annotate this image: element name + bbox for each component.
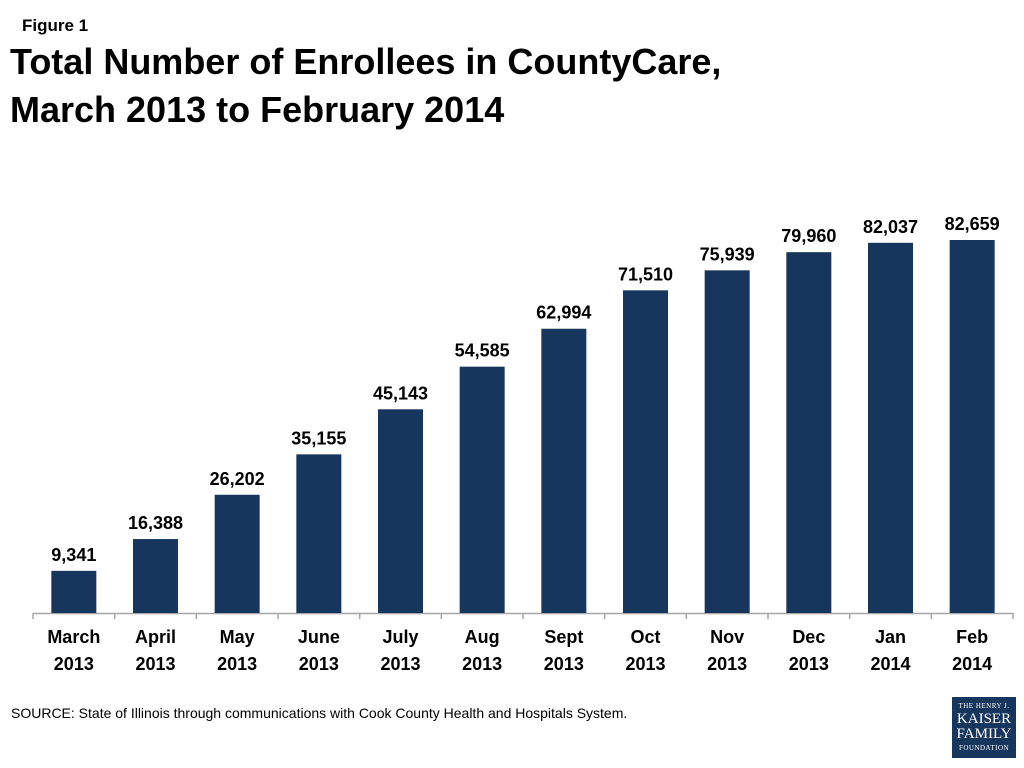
data-label-8: 71,510 [618, 264, 673, 284]
bar-2 [133, 539, 178, 613]
source-note: SOURCE: State of Illinois through commun… [11, 705, 628, 721]
data-label-2: 16,388 [128, 513, 183, 533]
x-tick-label-12-line-1: Feb [956, 627, 988, 647]
bar-chart: 9,341 March 2013 16,388 April 2013 26,202 May 20… [32, 214, 1014, 674]
x-tick-label-5-line-1: July [382, 627, 418, 647]
logo-line-1: THE HENRY J. [958, 702, 1010, 710]
logo-line-4: FOUNDATION [958, 744, 1010, 752]
x-tick-label-5-line-2: 2013 [380, 654, 420, 674]
bar-3 [214, 494, 260, 613]
x-tick-label-10-line-2: 2013 [789, 654, 829, 674]
x-tick-label-3-line-1: May [220, 627, 255, 647]
data-label-3: 26,202 [210, 469, 265, 489]
kaiser-family-foundation-logo: THE HENRY J. KAISER FAMILY FOUNDATION [952, 697, 1016, 758]
bar-5 [378, 409, 423, 613]
bar-8 [623, 290, 668, 613]
figure-label: Figure 1 [22, 16, 89, 35]
x-tick-label-2-line-1: April [135, 627, 176, 647]
x-tick-label-6-line-2: 2013 [462, 654, 502, 674]
data-label-9: 75,939 [700, 244, 755, 264]
x-tick-label-12-line-2: 2014 [952, 654, 992, 674]
data-label-6: 54,585 [455, 341, 510, 361]
data-label-1: 9,341 [51, 545, 96, 565]
bar-12 [949, 240, 995, 613]
logo-line-2: KAISER [956, 711, 1012, 727]
x-tick-label-4-line-1: June [298, 627, 340, 647]
x-tick-label-4-line-2: 2013 [299, 654, 339, 674]
x-tick-label-10-line-1: Dec [792, 627, 825, 647]
x-tick-label-8-line-2: 2013 [625, 654, 665, 674]
x-tick-label-1-line-2: 2013 [54, 654, 94, 674]
x-tick-label-7-line-2: 2013 [544, 654, 584, 674]
x-tick-label-11-line-2: 2014 [870, 654, 910, 674]
data-label-12: 82,659 [945, 214, 1000, 234]
bar-4 [296, 454, 342, 613]
bar-1 [51, 570, 97, 613]
bar-6 [459, 366, 505, 613]
x-tick-label-8-line-1: Oct [630, 627, 660, 647]
data-label-10: 79,960 [781, 226, 836, 246]
chart-title-line-1: Total Number of Enrollees in CountyCare, [10, 41, 722, 82]
x-tick-label-3-line-2: 2013 [217, 654, 257, 674]
bar-9 [704, 270, 750, 613]
logo-line-3: FAMILY [956, 726, 1012, 742]
x-tick-label-6-line-1: Aug [465, 627, 500, 647]
bar-7 [541, 328, 587, 613]
data-label-4: 35,155 [291, 428, 346, 448]
x-tick-label-2-line-2: 2013 [135, 654, 175, 674]
x-tick-label-9-line-1: Nov [710, 627, 744, 647]
bar-11 [868, 242, 913, 614]
data-label-5: 45,143 [373, 383, 428, 403]
x-tick-label-7-line-1: Sept [544, 627, 583, 647]
chart-title: Total Number of Enrollees in CountyCare,… [10, 38, 910, 134]
x-tick-label-11-line-1: Jan [875, 627, 906, 647]
x-tick-label-9-line-2: 2013 [707, 654, 747, 674]
data-label-11: 82,037 [863, 217, 918, 237]
data-label-7: 62,994 [536, 303, 591, 323]
x-tick-label-1-line-1: March [47, 627, 100, 647]
chart-title-line-2: March 2013 to February 2014 [10, 89, 505, 130]
bar-10 [786, 252, 832, 614]
